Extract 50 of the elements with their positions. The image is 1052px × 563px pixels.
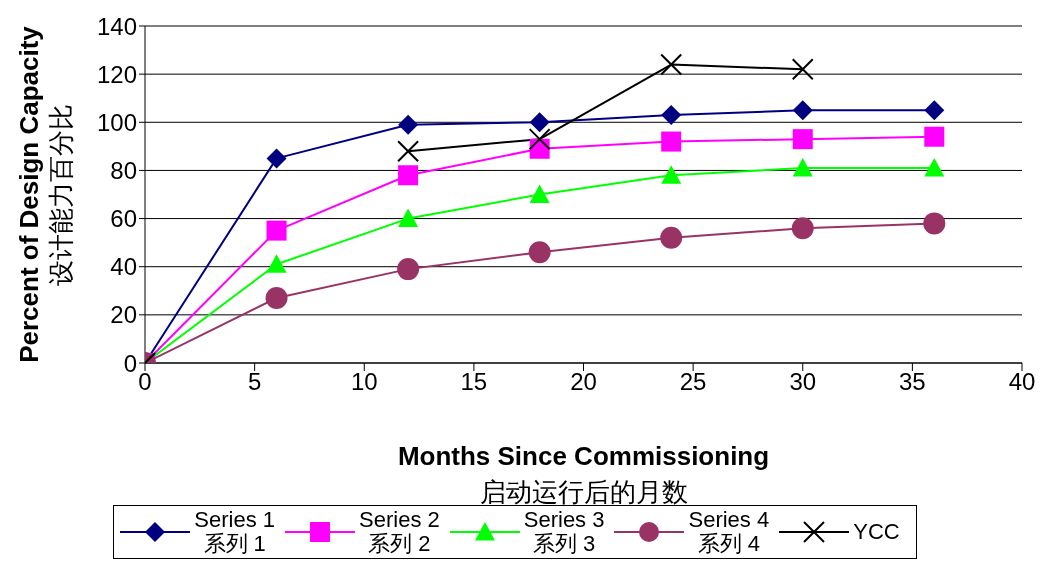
x-tick-label: 15 xyxy=(460,368,488,396)
point xyxy=(660,226,683,249)
point xyxy=(266,254,287,273)
legend-label: Series 4 系列 4 xyxy=(688,507,770,556)
point xyxy=(398,114,419,135)
legend-label: Series 2 系列 2 xyxy=(359,507,440,556)
point xyxy=(660,53,683,76)
x-tick-label: 35 xyxy=(899,368,926,396)
x-tick-label: 25 xyxy=(679,368,707,396)
point xyxy=(924,158,945,177)
point xyxy=(661,131,682,152)
point xyxy=(792,129,813,150)
point xyxy=(265,287,288,310)
y-tick-label: 60 xyxy=(110,205,137,233)
point xyxy=(398,208,419,228)
y-tick-label: 0 xyxy=(123,349,137,377)
y-tick-label: 20 xyxy=(110,301,137,329)
point xyxy=(924,100,945,121)
point xyxy=(528,241,551,264)
legend-label: Series 3 系列 3 xyxy=(523,507,605,556)
y-tick-label: 100 xyxy=(96,108,137,136)
y-tick-label: 140 xyxy=(96,12,137,40)
point xyxy=(792,100,813,121)
point xyxy=(791,217,814,240)
point xyxy=(661,105,682,126)
y-axis-title: Percent of Design Capacity 设计能力百分比 xyxy=(14,25,76,363)
point xyxy=(924,126,945,147)
x-tick-label: 30 xyxy=(789,368,817,396)
x-tick-label: 20 xyxy=(570,368,597,396)
x-tick-label: 10 xyxy=(350,368,378,396)
legend-label: Series 1 系列 1 xyxy=(194,507,276,556)
point xyxy=(661,165,682,184)
point xyxy=(266,148,287,169)
y-tick-label: 120 xyxy=(96,60,137,88)
legend-label: YCC xyxy=(853,519,900,544)
point xyxy=(923,212,946,235)
point xyxy=(529,112,550,133)
point xyxy=(398,165,419,186)
x-tick-label: 5 xyxy=(247,368,262,396)
point xyxy=(792,158,813,177)
x-axis-title: Months Since Commissioning 启动运行后的月数 xyxy=(397,441,770,507)
y-tick-label: 40 xyxy=(110,253,137,281)
y-tick-label: 80 xyxy=(110,156,137,184)
x-tick-label: 40 xyxy=(1008,368,1036,396)
point xyxy=(397,140,420,163)
point xyxy=(266,220,287,241)
point xyxy=(529,184,550,203)
point xyxy=(528,128,551,151)
point xyxy=(397,258,420,281)
point xyxy=(791,58,814,81)
